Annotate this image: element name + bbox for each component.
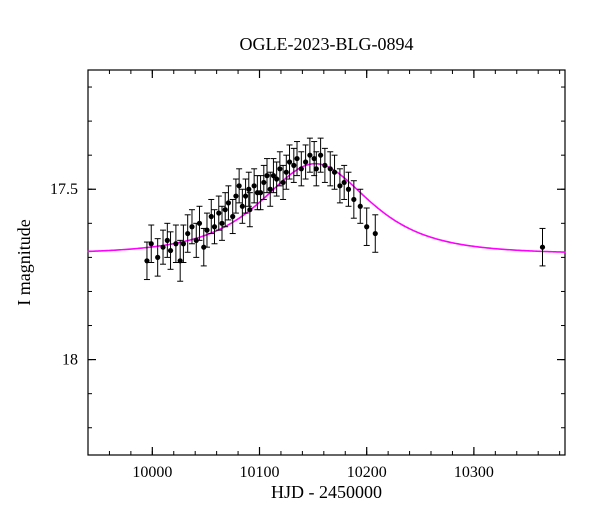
data-point [280,180,285,185]
data-point [351,197,356,202]
data-point [247,207,252,212]
data-point [173,241,178,246]
data-point [284,170,289,175]
chart-title: OGLE-2023-BLG-0894 [240,34,414,54]
data-point [258,190,263,195]
data-point [165,238,170,243]
data-point [197,221,202,226]
data-point [201,245,206,250]
data-point [261,180,266,185]
data-point [314,166,319,171]
data-point [204,228,209,233]
data-point [373,231,378,236]
data-point [358,204,363,209]
data-point [287,159,292,164]
data-point [189,224,194,229]
data-point [240,204,245,209]
data-points [144,153,545,264]
x-tick-label: 10300 [454,464,494,481]
data-point [223,207,228,212]
error-bars [144,138,546,281]
x-tick-label: 10200 [347,464,387,481]
data-point [233,193,238,198]
data-point [540,245,545,250]
data-point [237,183,242,188]
data-point [264,173,269,178]
y-tick-label: 17.5 [50,181,78,198]
data-point [243,193,248,198]
data-point [160,245,165,250]
x-axis-label: HJD - 2450000 [271,482,382,502]
x-tick-label: 10000 [132,464,172,481]
data-point [185,231,190,236]
data-point [322,163,327,168]
data-point [342,180,347,185]
data-point [332,170,337,175]
data-point [277,166,282,171]
data-point [364,224,369,229]
data-point [209,214,214,219]
data-point [181,241,186,246]
data-point [337,183,342,188]
lightcurve-chart: OGLE-2023-BLG-0894 HJD - 2450000 I magni… [0,0,600,512]
data-point [294,156,299,161]
x-ticks: 10000 10100 10200 10300 [88,70,560,481]
data-point [194,238,199,243]
data-point [318,153,323,158]
data-point [216,210,221,215]
data-point [307,153,312,158]
data-point [303,159,308,164]
x-tick-label: 10100 [240,464,280,481]
data-point [168,248,173,253]
data-point [149,241,154,246]
data-point [268,187,273,192]
axes-frame [88,70,565,455]
y-axis-label: I magnitude [14,219,34,305]
data-point [291,163,296,168]
data-point [328,166,333,171]
data-point [155,255,160,260]
data-point [226,200,231,205]
y-tick-label: 18 [62,352,78,369]
data-point [274,176,279,181]
data-point [246,187,251,192]
data-point [252,183,257,188]
data-point [178,258,183,263]
data-point [144,258,149,263]
data-point [212,224,217,229]
data-point [346,187,351,192]
data-point [219,221,224,226]
data-point [312,156,317,161]
data-point [299,166,304,171]
data-point [230,214,235,219]
